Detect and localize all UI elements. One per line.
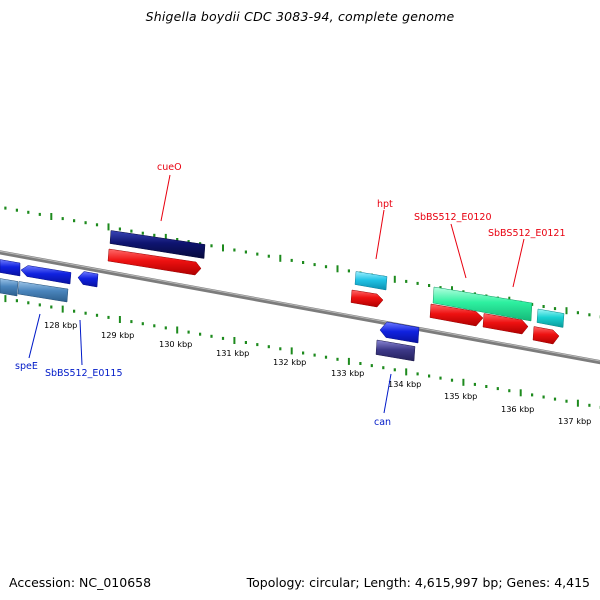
tick-label: 136 kbp [501,404,534,414]
label-SbBS512_E0121[interactable]: SbBS512_E0121 [488,228,566,239]
feature-SbBS512_E0121[interactable] [536,308,565,328]
feature-can-purple[interactable] [375,339,416,362]
feature-SbBS512_E0120-cds-b[interactable] [482,313,529,335]
outer-tick-ruler [4,206,600,319]
map-title: Shigella boydii CDC 3083-94, complete ge… [145,9,455,24]
tick-label: 134 kbp [388,379,421,389]
label-SbBS512_E0115[interactable]: SbBS512_E0115 [45,368,123,379]
accession-text: Accession: NC_010658 [9,575,152,590]
tick-label: 128 kbp [44,320,77,330]
feature-SbBS512_E0120[interactable] [432,286,533,322]
tick-labels: 128 kbp 129 kbp 130 kbp 131 kbp 132 kbp … [44,320,591,426]
tick-label: 133 kbp [331,368,364,378]
leader-SbBS512_E0115 [79,319,83,366]
feature-speE[interactable] [0,278,19,297]
feature-speE-2[interactable] [17,281,69,303]
label-cueO[interactable]: cueO [157,162,182,173]
tick-label: 131 kbp [216,348,249,358]
backbone-line [0,250,600,365]
reverse-features [0,259,420,362]
label-speE[interactable]: speE [15,361,38,372]
feature-cueO[interactable] [109,230,206,259]
tick-label: 135 kbp [444,391,477,401]
feature-SbBS512_E0120-cds-a[interactable] [429,303,484,327]
feature-SbBS512_E0121-cds[interactable] [532,326,560,345]
leader-hpt [375,209,385,260]
tick-label: 137 kbp [558,416,591,426]
feature-left-edge-blue[interactable] [0,259,21,277]
inner-tick-ruler [4,295,600,409]
feature-small-blue-arrow[interactable] [77,271,99,288]
label-can[interactable]: can [374,417,391,428]
leader-can [383,373,392,414]
feature-labels: cueO hpt SbBS512_E0120 SbBS512_E0121 spe… [15,162,566,428]
leader-speE [28,313,41,359]
feature-hpt-cds[interactable] [350,289,384,308]
tick-label: 132 kbp [273,357,306,367]
backbone-highlight [0,250,600,362]
feature-hpt[interactable] [354,271,388,291]
leader-SbBS512_E0121 [512,238,525,288]
tick-label: 129 kbp [101,330,134,340]
forward-features [107,230,565,345]
label-SbBS512_E0120[interactable]: SbBS512_E0120 [414,212,492,223]
leader-SbBS512_E0120 [450,223,467,279]
topology-text: Topology: circular; Length: 4,615,997 bp… [246,575,590,590]
feature-cueO-cds[interactable] [107,248,202,276]
feature-SbBS512_E0115[interactable] [20,265,72,285]
leader-cueO [160,174,171,222]
feature-can[interactable] [379,321,420,344]
tick-label: 130 kbp [159,339,192,349]
leader-lines [28,174,525,414]
label-hpt[interactable]: hpt [377,199,393,210]
